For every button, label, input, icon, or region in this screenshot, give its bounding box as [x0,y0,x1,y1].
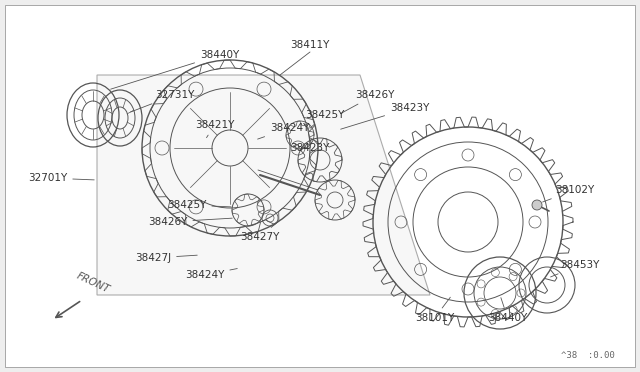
Text: 38423Y: 38423Y [290,143,330,153]
Text: 38424Y: 38424Y [258,123,309,139]
Text: 32731Y: 32731Y [131,90,195,112]
Text: 38423Y: 38423Y [340,103,429,129]
Text: 38425Y: 38425Y [167,200,231,210]
Circle shape [532,200,542,210]
Text: 38411Y: 38411Y [291,40,330,50]
Text: 38426Y: 38426Y [340,90,394,114]
Text: 38421Y: 38421Y [195,120,234,138]
FancyBboxPatch shape [5,5,635,367]
Text: 38427J: 38427J [135,253,197,263]
Text: 38425Y: 38425Y [305,110,344,128]
Text: 32701Y: 32701Y [28,173,94,183]
Text: 38453Y: 38453Y [550,260,600,277]
Text: ^38  :0.00: ^38 :0.00 [561,351,615,360]
Text: 38427Y: 38427Y [240,222,280,242]
Text: FRONT: FRONT [75,271,111,295]
Text: 38440Y: 38440Y [111,50,239,89]
Text: 38424Y: 38424Y [185,269,237,280]
Text: 38101Y: 38101Y [415,297,454,323]
Text: 38440Y: 38440Y [488,298,527,323]
Polygon shape [97,75,430,295]
Text: 38102Y: 38102Y [543,185,595,202]
Text: 38426Y: 38426Y [148,217,232,227]
